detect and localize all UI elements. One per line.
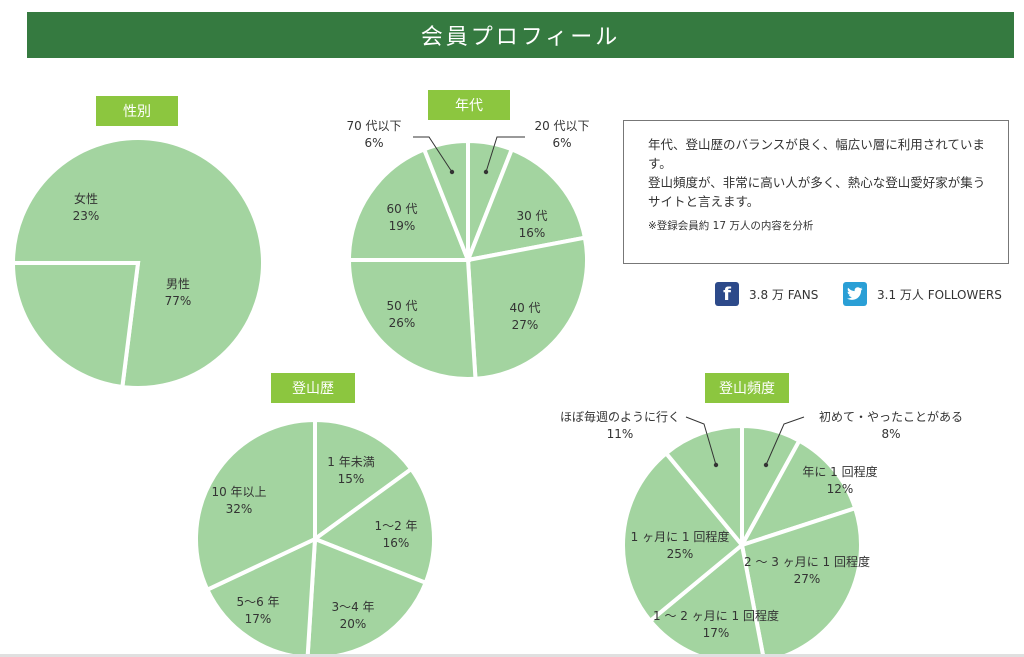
- slice-label: 70 代以下: [346, 119, 401, 133]
- slice-label: 60 代: [386, 202, 417, 216]
- slice-percent: 20%: [340, 617, 367, 631]
- pie-slice: [465, 235, 589, 381]
- slice-percent: 77%: [165, 294, 192, 308]
- slice-label: 5〜6 年: [236, 595, 279, 609]
- pie-slice: [737, 438, 858, 549]
- slice-percent: 11%: [607, 427, 634, 441]
- twitter-bird-icon[interactable]: [843, 282, 867, 306]
- slice-percent: 17%: [245, 612, 272, 626]
- slice-label: 年に 1 回程度: [802, 464, 877, 479]
- leader-line: [413, 136, 453, 173]
- pie-slice: [10, 261, 141, 390]
- pie-slice: [421, 138, 470, 261]
- slice-percent: 16%: [383, 536, 410, 550]
- pie-slice: [621, 450, 745, 624]
- leader-dot: [449, 169, 455, 175]
- info-note: ※登録会員約 17 万人の内容を分析: [648, 220, 814, 232]
- slice-label: ほぼ毎週のように行く: [560, 409, 680, 424]
- leader-line: [765, 416, 805, 466]
- bottom-rule: [0, 654, 1024, 657]
- page-title: 会員プロフィール: [420, 25, 621, 50]
- info-line-2: 登山頻度が、非常に高い人が多く、熱心な登山愛好家が集うサイトと言えます。: [648, 175, 986, 209]
- pie-slice: [194, 417, 317, 593]
- slice-label: 1〜2 年: [374, 519, 417, 533]
- slice-percent: 12%: [827, 482, 854, 496]
- slice-percent: 16%: [519, 226, 546, 240]
- pie-slice: [346, 146, 471, 262]
- page-header: 会員プロフィール: [27, 12, 1014, 58]
- slice-percent: 32%: [226, 502, 253, 516]
- slice-percent: 19%: [389, 219, 416, 233]
- leader-dot: [763, 462, 769, 468]
- pie-group-1: [346, 138, 589, 381]
- slice-percent: 26%: [389, 316, 416, 330]
- pie-slice: [313, 417, 415, 543]
- info-line-1: 年代、登山歴のバランスが良く、幅広い層に利用されています。: [648, 137, 985, 171]
- pie-slice: [663, 423, 744, 551]
- pie-group-3: [621, 423, 863, 657]
- slice-label: 50 代: [386, 299, 417, 313]
- chart-title-experience: 登山歴: [271, 373, 355, 403]
- slice-percent: 27%: [512, 318, 539, 332]
- slice-percent: 15%: [338, 472, 365, 486]
- leader-line: [485, 136, 525, 173]
- twitter-followers[interactable]: 3.1 万人 FOLLOWERS: [843, 282, 1002, 306]
- slice-percent: 17%: [703, 626, 730, 640]
- slice-percent: 6%: [364, 136, 383, 150]
- slice-percent: 23%: [73, 209, 100, 223]
- slice-label: 1 〜 2 ヶ月に 1 回程度: [653, 608, 779, 623]
- slice-label: 20 代以下: [534, 119, 589, 133]
- slice-label: 40 代: [509, 301, 540, 315]
- slice-label: 3〜4 年: [331, 600, 374, 614]
- slice-percent: 25%: [667, 547, 694, 561]
- pie-slice: [310, 466, 436, 586]
- slice-label: 30 代: [516, 209, 547, 223]
- chart-title-frequency: 登山頻度: [705, 373, 789, 403]
- twitter-followers-text: 3.1 万人 FOLLOWERS: [877, 287, 1002, 302]
- chart-title-age: 年代: [428, 90, 510, 120]
- slice-label: 2 〜 3 ヶ月に 1 回程度: [744, 554, 870, 569]
- slice-label: 1 年未満: [327, 455, 374, 469]
- pie-slice: [464, 146, 588, 263]
- slice-label: 初めて・やったことがある: [819, 409, 963, 424]
- slice-label: 10 年以上: [211, 485, 266, 499]
- leader-dot: [483, 169, 489, 175]
- pie-group-0: [10, 136, 265, 390]
- slice-label: 男性: [166, 277, 190, 291]
- pie-slice: [346, 258, 478, 381]
- chart-title-gender: 性別: [96, 96, 178, 126]
- twitter-bird-glyph: [847, 287, 863, 300]
- info-box: 年代、登山歴のバランスが良く、幅広い層に利用されています。 登山頻度が、非常に高…: [623, 120, 1009, 264]
- facebook-fans[interactable]: f 3.8 万 FANS: [715, 282, 818, 306]
- leader-dot: [713, 462, 719, 468]
- slice-percent: 27%: [794, 572, 821, 586]
- pie-slice: [305, 536, 429, 657]
- slice-label: 女性: [74, 191, 98, 206]
- slice-percent: 6%: [552, 136, 571, 150]
- pie-group-2: [194, 417, 436, 657]
- facebook-fans-text: 3.8 万 FANS: [749, 287, 819, 302]
- facebook-icon[interactable]: f: [715, 282, 739, 306]
- slice-label: 1 ヶ月に 1 回程度: [631, 529, 730, 544]
- slice-percent: 8%: [881, 427, 900, 441]
- leader-line: [685, 416, 717, 466]
